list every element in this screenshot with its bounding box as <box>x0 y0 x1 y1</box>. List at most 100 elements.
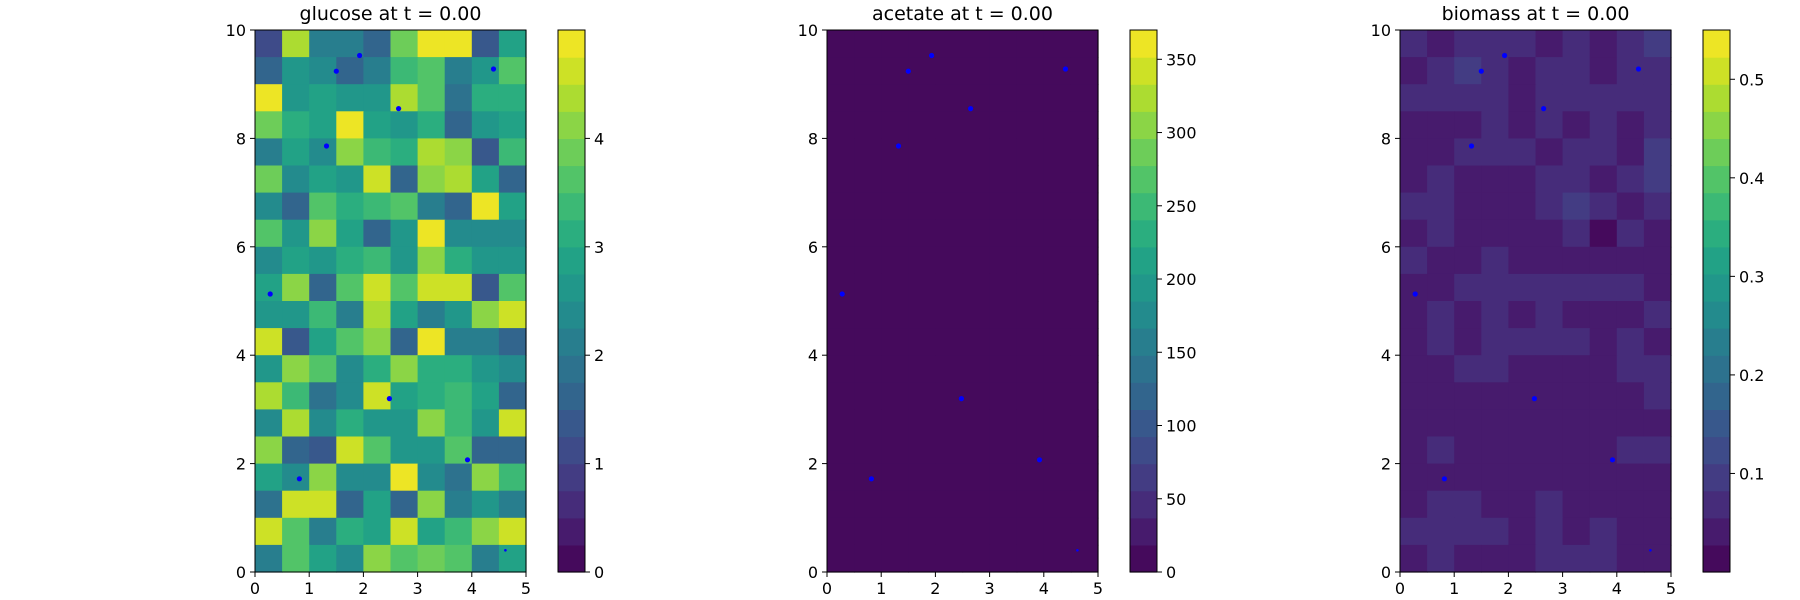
biomass-cell <box>1535 57 1564 85</box>
glucose-cell <box>471 138 500 167</box>
glucose-cell <box>336 165 364 194</box>
acetate-colorbar-tick-label: 300 <box>1166 124 1197 143</box>
acetate-cell <box>827 57 855 85</box>
acetate-cell <box>1016 544 1045 573</box>
acetate-colorbar-tick-label: 150 <box>1166 343 1197 362</box>
acetate-heatmap <box>827 30 1099 573</box>
acetate-cell <box>908 84 936 112</box>
acetate-colorbar-band <box>1130 490 1157 519</box>
acetate-colorbar-band <box>1130 273 1157 302</box>
biomass-cell <box>1508 328 1537 356</box>
acetate-cell <box>1016 273 1045 302</box>
biomass-marker <box>1649 549 1652 552</box>
glucose-cell <box>444 219 473 248</box>
glucose-cell <box>498 192 527 221</box>
glucose-cell <box>282 382 310 410</box>
acetate-cell <box>827 219 855 248</box>
acetate-cell <box>908 436 936 465</box>
biomass-cell <box>1589 490 1618 519</box>
acetate-cell <box>881 84 909 112</box>
acetate-cell <box>827 30 855 58</box>
biomass-cell <box>1481 273 1509 302</box>
glucose-cell <box>498 517 527 546</box>
glucose-cell <box>255 273 283 302</box>
biomass-cell <box>1616 490 1645 519</box>
biomass-cell <box>1589 517 1618 546</box>
acetate-cell <box>989 246 1018 275</box>
glucose-colorbar-tick-label: 2 <box>594 346 604 365</box>
glucose-colorbar-band <box>558 192 585 221</box>
glucose-colorbar-band <box>558 301 585 329</box>
glucose-cell <box>471 111 500 139</box>
biomass-colorbar-band <box>1703 246 1730 275</box>
biomass-marker <box>1635 66 1642 72</box>
acetate-cell <box>881 382 909 410</box>
glucose-marker <box>504 549 507 552</box>
biomass-colorbar-band <box>1703 84 1730 112</box>
biomass-cell <box>1481 57 1509 85</box>
glucose-cell <box>390 517 419 546</box>
acetate-cell <box>989 111 1018 139</box>
glucose-cell <box>282 463 310 492</box>
acetate-ytick-label: 10 <box>798 21 818 40</box>
acetate-cell <box>881 517 909 546</box>
glucose-colorbar-band <box>558 30 585 58</box>
biomass-cell <box>1616 30 1645 58</box>
biomass-colorbar: 0.1 0.2 0.3 0.4 0.5 <box>1702 29 1764 573</box>
glucose-cell <box>309 219 337 248</box>
biomass-cell <box>1508 111 1537 139</box>
glucose-ytick-label: 4 <box>236 346 246 365</box>
glucose-cell <box>417 328 446 356</box>
acetate-cell <box>881 138 909 167</box>
acetate-cell <box>1016 138 1045 167</box>
glucose-cell <box>363 192 392 221</box>
biomass-colorbar-band <box>1703 30 1730 58</box>
acetate-marker <box>839 291 845 297</box>
biomass-cell <box>1427 165 1455 194</box>
glucose-cell <box>498 138 527 167</box>
acetate-cell <box>962 301 991 329</box>
acetate-cell <box>935 246 964 275</box>
biomass-cell <box>1589 273 1618 302</box>
glucose-cell <box>255 436 283 465</box>
acetate-cell <box>1070 355 1099 383</box>
biomass-cell <box>1400 301 1428 329</box>
acetate-cell <box>962 355 991 383</box>
biomass-cell <box>1535 30 1564 58</box>
acetate-cell <box>962 111 991 139</box>
biomass-cell <box>1643 84 1672 112</box>
biomass-cell <box>1562 490 1591 519</box>
glucose-cell <box>471 382 500 410</box>
biomass-cell <box>1508 301 1537 329</box>
glucose-ytick-label: 8 <box>236 129 246 148</box>
glucose-cell <box>363 219 392 248</box>
acetate-cell <box>908 355 936 383</box>
glucose-cell <box>363 111 392 139</box>
acetate-cell <box>827 273 855 302</box>
glucose-cell <box>255 219 283 248</box>
acetate-cell <box>962 409 991 438</box>
glucose-cell <box>417 165 446 194</box>
glucose-cell <box>417 355 446 383</box>
biomass-cell <box>1427 436 1455 465</box>
biomass-cell <box>1454 57 1482 85</box>
biomass-colorbar-band <box>1703 463 1730 492</box>
glucose-cell <box>471 355 500 383</box>
glucose-cell <box>471 246 500 275</box>
biomass-cell <box>1481 382 1509 410</box>
acetate-cell <box>854 355 882 383</box>
glucose-colorbar-tick-label: 1 <box>594 455 604 474</box>
acetate-cell <box>827 165 855 194</box>
glucose-cell <box>417 192 446 221</box>
acetate-cell <box>1016 382 1045 410</box>
biomass-marker <box>1441 476 1447 482</box>
acetate-cell <box>962 436 991 465</box>
acetate-cell <box>1043 111 1072 139</box>
biomass-colorbar-band <box>1703 436 1730 465</box>
glucose-cell <box>390 111 419 139</box>
biomass-cell <box>1427 328 1455 356</box>
acetate-cell <box>962 219 991 248</box>
biomass-cell <box>1481 84 1509 112</box>
biomass-cell <box>1562 57 1591 85</box>
biomass-cell <box>1562 328 1591 356</box>
